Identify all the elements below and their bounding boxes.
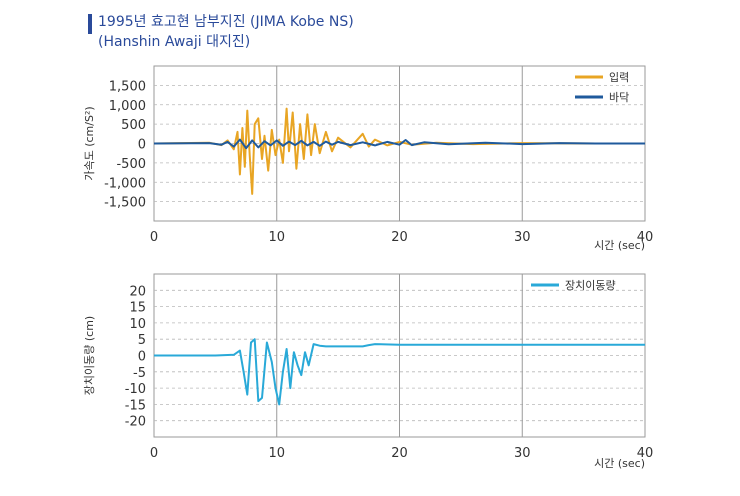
y-tick-label: 5 [138,333,146,348]
legend-label: 장치이동량 [565,279,616,292]
chart-title-line-1: 1995년 효고현 남부지진 (JIMA Kobe NS) [98,14,354,30]
chart-1: 1,500 1,000 500 0 -500 -1,000 -1,500 0 10 20 30 40시… [83,65,654,252]
series-line-2-1 [154,338,645,406]
x-tick-label: 40 [637,230,654,245]
y-tick-label: -5 [133,366,146,381]
title-accent-bar [88,14,92,34]
series-line-1-1 [153,107,645,195]
y-tick-label: 1,000 [109,99,146,114]
x-tick-label: 30 [514,230,531,245]
y-tick-label: 15 [129,301,146,316]
title-block: 1995년 효고현 남부지진 (JIMA Kobe NS) (Hanshin A… [88,12,354,52]
x-tick-label: 20 [391,230,408,245]
x-tick-label: 10 [268,446,285,461]
x-tick-label: 0 [150,446,158,461]
y-tick-label: 10 [129,317,146,332]
y-tick-label: 500 [121,118,146,133]
y-tick-label: -10 [125,382,146,397]
x-axis-label: 시간 (sec) [594,457,645,470]
x-tick-label: 40 [637,446,654,461]
y-tick-label: 1,500 [109,79,146,94]
x-tick-label: 20 [391,446,408,461]
x-tick-label: 30 [514,446,531,461]
legend-label: 입력 [609,71,629,84]
x-tick-label: 10 [268,230,285,245]
y-tick-label: -500 [116,157,146,172]
x-tick-label: 0 [150,230,158,245]
y-tick-label: 20 [129,284,146,299]
y-axis-label: 장치이동량 (cm) [83,316,96,395]
y-tick-label: -1,000 [104,176,146,191]
y-tick-label: 0 [138,138,146,153]
chart-title-line-2: (Hanshin Awaji 대지진) [98,34,251,50]
y-tick-label: -15 [125,398,146,413]
legend-label: 바닥 [609,91,629,104]
x-axis-label: 시간 (sec) [594,239,645,252]
y-tick-label: -1,500 [104,196,146,211]
y-tick-label: 0 [138,350,146,365]
series-line-1-2 [153,138,645,150]
y-axis-label: 가속도 (cm/S²) [83,106,96,180]
y-tick-label: -20 [125,415,146,430]
